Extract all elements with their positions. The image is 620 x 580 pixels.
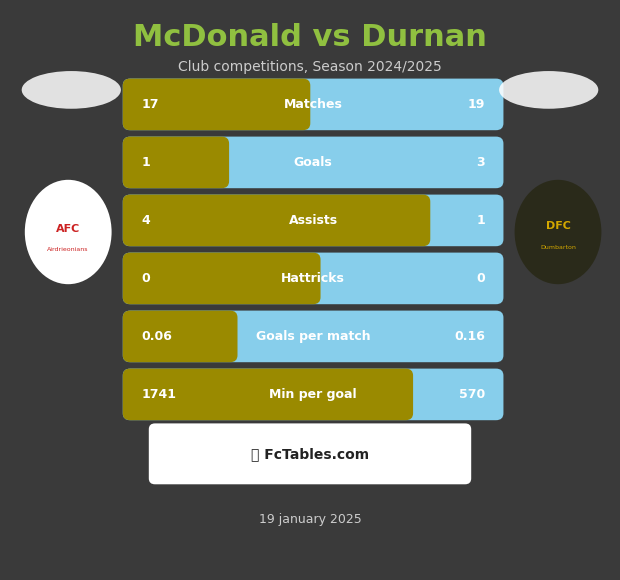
FancyBboxPatch shape [123,137,229,188]
FancyBboxPatch shape [123,195,503,246]
Text: Airdrieonians: Airdrieonians [48,247,89,252]
Text: Goals per match: Goals per match [256,330,370,343]
Text: McDonald vs Durnan: McDonald vs Durnan [133,23,487,52]
FancyBboxPatch shape [123,311,237,362]
Ellipse shape [515,180,601,284]
FancyBboxPatch shape [123,253,321,304]
Ellipse shape [499,71,598,109]
Text: 4: 4 [141,214,150,227]
FancyBboxPatch shape [149,423,471,484]
Text: 19 january 2025: 19 january 2025 [259,513,361,525]
Text: Goals: Goals [294,156,332,169]
Text: 570: 570 [459,388,485,401]
Text: 1: 1 [476,214,485,227]
Text: AFC: AFC [56,224,81,234]
Text: Hattricks: Hattricks [281,272,345,285]
Ellipse shape [25,180,112,284]
FancyBboxPatch shape [123,369,413,420]
FancyBboxPatch shape [123,137,503,188]
Text: 1: 1 [141,156,150,169]
Text: 17: 17 [141,98,159,111]
FancyBboxPatch shape [123,253,503,304]
Ellipse shape [22,71,121,109]
Text: 1741: 1741 [141,388,176,401]
Text: Club competitions, Season 2024/2025: Club competitions, Season 2024/2025 [178,60,442,74]
FancyBboxPatch shape [123,369,503,420]
Text: 📈 FcTables.com: 📈 FcTables.com [251,447,369,461]
FancyBboxPatch shape [123,79,503,130]
Text: 0: 0 [476,272,485,285]
Text: DFC: DFC [546,221,570,231]
FancyBboxPatch shape [123,195,430,246]
Text: 19: 19 [467,98,485,111]
FancyBboxPatch shape [123,79,310,130]
Text: 3: 3 [476,156,485,169]
Text: Min per goal: Min per goal [269,388,357,401]
Text: Matches: Matches [284,98,342,111]
Text: 0.16: 0.16 [454,330,485,343]
Text: 0.06: 0.06 [141,330,172,343]
Text: Assists: Assists [288,214,338,227]
Text: Dumbarton: Dumbarton [540,245,576,250]
FancyBboxPatch shape [123,311,503,362]
Text: 0: 0 [141,272,150,285]
